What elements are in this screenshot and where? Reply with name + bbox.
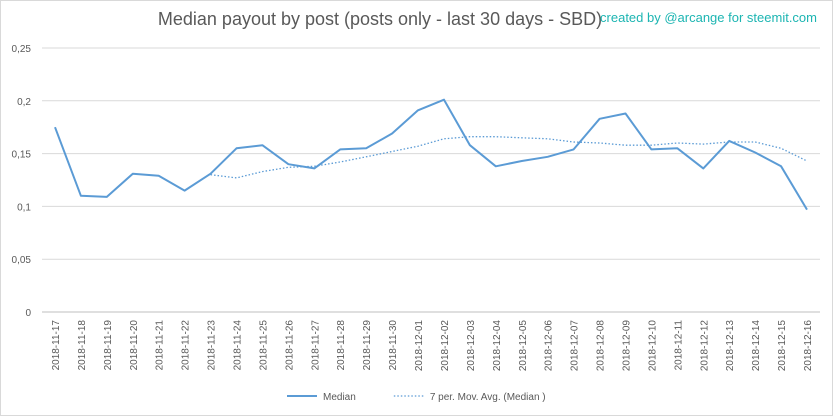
y-tick-label: 0,15	[12, 150, 32, 161]
x-tick-label: 2018-12-09	[622, 320, 633, 372]
x-tick-label: 2018-12-07	[570, 320, 581, 372]
x-tick-label: 2018-11-18	[77, 320, 88, 371]
x-tick-label: 2018-11-20	[129, 320, 140, 371]
x-tick-label: 2018-11-22	[181, 320, 192, 371]
legend-label: Median	[323, 392, 356, 403]
x-tick-label: 2018-12-03	[466, 320, 477, 372]
x-tick-label: 2018-11-27	[310, 320, 321, 371]
x-tick-label: 2018-11-28	[336, 320, 347, 371]
x-tick-label: 2018-12-11	[673, 320, 684, 371]
x-tick-label: 2018-12-15	[777, 320, 788, 372]
y-tick-label: 0	[25, 308, 31, 319]
x-tick-label: 2018-11-21	[155, 320, 166, 371]
x-tick-label: 2018-12-10	[647, 320, 658, 372]
y-tick-label: 0,05	[12, 255, 32, 266]
legend-label: 7 per. Mov. Avg. (Median )	[430, 392, 546, 403]
x-tick-label: 2018-12-13	[725, 320, 736, 372]
legend: Median 7 per. Mov. Avg. (Median )	[287, 392, 546, 403]
x-tick-label: 2018-12-05	[518, 320, 529, 372]
gridlines	[42, 47, 820, 313]
x-axis-ticks: 2018-11-17 2018-11-18 2018-11-19 2018-11-20…	[51, 320, 814, 372]
x-tick-label: 2018-11-25	[258, 320, 269, 371]
x-tick-label: 2018-12-02	[440, 320, 451, 372]
moving-average-line	[210, 136, 808, 179]
x-tick-label: 2018-12-06	[544, 320, 555, 372]
y-tick-label: 0,25	[12, 44, 32, 55]
series-group	[54, 98, 808, 211]
y-axis-ticks: 0 0,05 0,1 0,15 0,2 0,25	[12, 44, 32, 319]
x-tick-label: 2018-12-04	[492, 320, 503, 372]
x-tick-label: 2018-11-30	[388, 320, 399, 371]
x-tick-label: 2018-11-24	[233, 320, 244, 371]
x-tick-label: 2018-12-14	[751, 320, 762, 372]
x-tick-label: 2018-11-17	[51, 320, 62, 371]
chart-credit: created by @arcange for steemit.com	[600, 10, 817, 25]
median-line	[54, 98, 808, 211]
x-tick-label: 2018-12-16	[803, 320, 814, 372]
x-tick-label: 2018-12-12	[699, 320, 710, 372]
chart-title: Median payout by post (posts only - last…	[157, 9, 603, 29]
x-tick-label: 2018-12-01	[414, 320, 425, 372]
x-tick-label: 2018-12-08	[596, 320, 607, 372]
y-tick-label: 0,1	[17, 202, 31, 213]
x-tick-label: 2018-11-23	[207, 320, 218, 371]
y-tick-label: 0,2	[17, 97, 31, 108]
x-tick-label: 2018-11-29	[362, 320, 373, 371]
x-tick-label: 2018-11-26	[284, 320, 295, 371]
x-tick-label: 2018-11-19	[103, 320, 114, 371]
